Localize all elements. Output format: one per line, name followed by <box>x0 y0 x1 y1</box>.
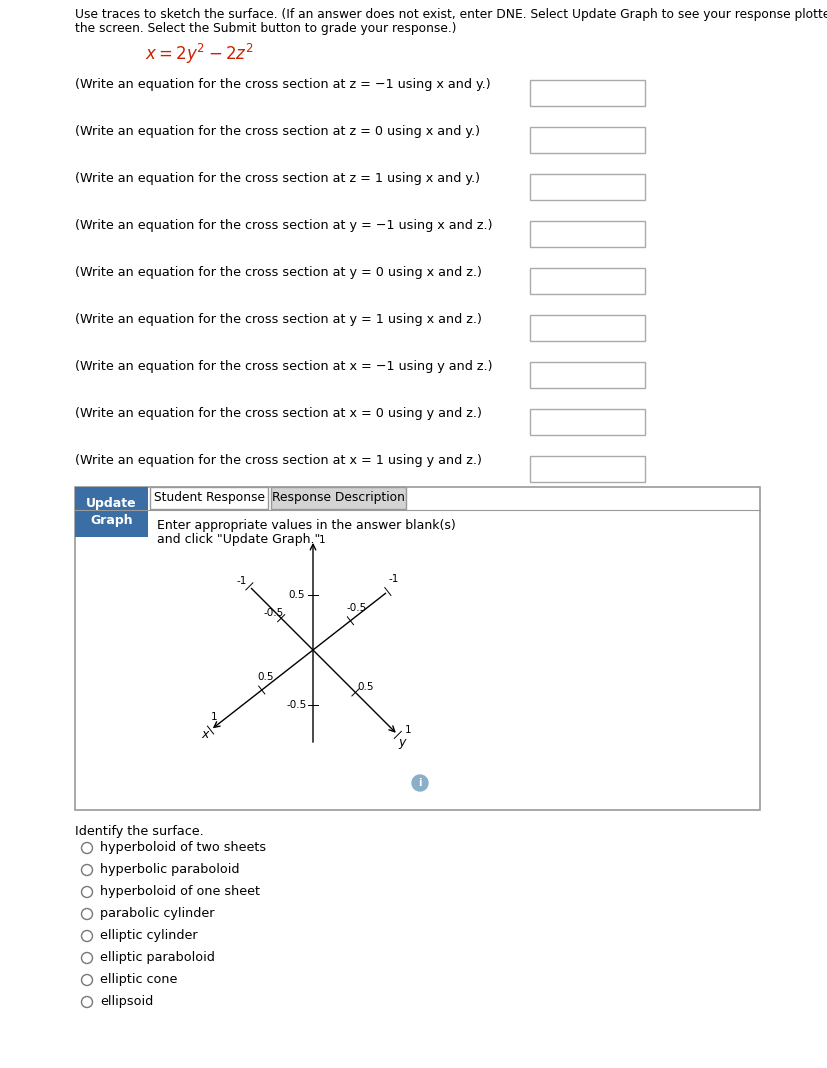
Text: hyperbolic paraboloid: hyperbolic paraboloid <box>101 864 240 877</box>
Bar <box>530 409 645 435</box>
Bar <box>75 487 760 810</box>
Bar <box>530 174 645 200</box>
Bar <box>530 127 645 153</box>
Text: -0.5: -0.5 <box>263 608 284 618</box>
Text: (Write an equation for the cross section at z = 0 using x and y.): (Write an equation for the cross section… <box>75 125 480 138</box>
Bar <box>530 221 645 247</box>
Text: Identify the surface.: Identify the surface. <box>75 824 203 838</box>
Text: 1: 1 <box>211 712 218 722</box>
Text: $x = 2y^2 - 2z^2$: $x = 2y^2 - 2z^2$ <box>145 42 254 66</box>
Bar <box>271 487 406 509</box>
Text: Use traces to sketch the surface. (If an answer does not exist, enter DNE. Selec: Use traces to sketch the surface. (If an… <box>75 7 827 21</box>
Bar <box>75 487 148 537</box>
Text: (Write an equation for the cross section at y = 0 using x and z.): (Write an equation for the cross section… <box>75 266 482 279</box>
Circle shape <box>412 775 428 791</box>
Text: elliptic cylinder: elliptic cylinder <box>101 929 198 942</box>
Text: 0.5: 0.5 <box>357 682 374 692</box>
Text: Student Response: Student Response <box>154 491 265 504</box>
Text: i: i <box>418 778 422 788</box>
Text: hyperboloid of one sheet: hyperboloid of one sheet <box>101 885 261 898</box>
Text: hyperboloid of two sheets: hyperboloid of two sheets <box>101 842 266 854</box>
Bar <box>530 315 645 341</box>
Bar <box>150 487 268 509</box>
Bar <box>530 362 645 388</box>
Text: 1: 1 <box>404 725 411 735</box>
Text: (Write an equation for the cross section at y = −1 using x and z.): (Write an equation for the cross section… <box>75 219 493 232</box>
Text: elliptic cone: elliptic cone <box>101 974 178 987</box>
Bar <box>530 456 645 482</box>
Text: elliptic paraboloid: elliptic paraboloid <box>101 952 215 964</box>
Text: Enter appropriate values in the answer blank(s): Enter appropriate values in the answer b… <box>157 519 456 532</box>
Text: ellipsoid: ellipsoid <box>101 995 154 1008</box>
Text: -1: -1 <box>389 574 399 583</box>
Bar <box>530 268 645 294</box>
Text: Response Description: Response Description <box>272 491 405 504</box>
Text: x: x <box>201 727 208 740</box>
Text: parabolic cylinder: parabolic cylinder <box>101 908 215 921</box>
Text: (Write an equation for the cross section at x = 0 using y and z.): (Write an equation for the cross section… <box>75 407 482 420</box>
Text: -0.5: -0.5 <box>347 602 367 613</box>
Text: y: y <box>398 736 405 750</box>
Text: 0.5: 0.5 <box>289 590 305 600</box>
Text: -0.5: -0.5 <box>287 700 307 710</box>
Text: (Write an equation for the cross section at y = 1 using x and z.): (Write an equation for the cross section… <box>75 313 482 326</box>
Text: 1: 1 <box>319 535 326 545</box>
Text: (Write an equation for the cross section at x = −1 using y and z.): (Write an equation for the cross section… <box>75 360 493 373</box>
Text: (Write an equation for the cross section at z = 1 using x and y.): (Write an equation for the cross section… <box>75 172 480 185</box>
Text: 0.5: 0.5 <box>257 672 274 682</box>
Bar <box>530 80 645 106</box>
Text: (Write an equation for the cross section at z = −1 using x and y.): (Write an equation for the cross section… <box>75 78 490 91</box>
Text: Update
Graph: Update Graph <box>86 497 136 527</box>
Text: -1: -1 <box>237 577 246 586</box>
Text: and click "Update Graph.": and click "Update Graph." <box>157 533 320 546</box>
Text: (Write an equation for the cross section at x = 1 using y and z.): (Write an equation for the cross section… <box>75 454 482 467</box>
Text: the screen. Select the Submit button to grade your response.): the screen. Select the Submit button to … <box>75 22 457 35</box>
